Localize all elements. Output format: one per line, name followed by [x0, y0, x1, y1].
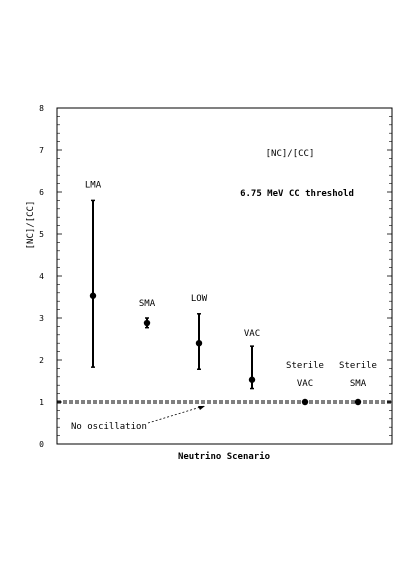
- y-axis-label: [NC]/[CC]: [26, 201, 36, 250]
- data-point: [89, 292, 97, 299]
- threshold-annotation: 6.75 MeV CC threshold: [240, 189, 354, 199]
- y-axis-ticks: 0 1 2 3 4 5 6 7 8: [39, 104, 392, 449]
- y-tick-label: 3: [39, 314, 44, 323]
- y-tick-label: 6: [39, 188, 44, 197]
- y-tick-label: 0: [39, 440, 44, 449]
- point-label: LMA: [85, 180, 102, 190]
- data-point: [195, 340, 203, 347]
- point-label-line2: SMA: [350, 379, 367, 389]
- y-tick-label: 8: [39, 104, 44, 113]
- point-label-line1: Sterile: [339, 361, 377, 371]
- point-label: SMA: [139, 299, 156, 309]
- no-oscillation-arrowhead: [198, 406, 205, 410]
- point-label: LOW: [191, 294, 208, 304]
- y-tick-label: 1: [39, 398, 44, 407]
- point-label: VAC: [244, 329, 260, 339]
- reference-line-group: [57, 400, 392, 404]
- chart-annotation-title: [NC]/[CC]: [266, 149, 315, 159]
- x-axis-label: Neutrino Scenario: [178, 451, 270, 462]
- y-tick-label: 4: [39, 272, 44, 281]
- data-point: [248, 376, 256, 383]
- data-point: [301, 398, 309, 406]
- y-tick-label: 5: [39, 230, 44, 239]
- point-label-line1: Sterile: [286, 361, 324, 371]
- point-label-line2: VAC: [297, 379, 313, 389]
- data-point: [354, 398, 362, 406]
- data-points-group: LMA SMA LOW VAC Sterile VAC Sterile SMA: [85, 180, 377, 406]
- y-tick-label: 7: [39, 146, 44, 155]
- data-point: [143, 319, 151, 327]
- no-oscillation-label: No oscillation: [71, 422, 147, 432]
- no-oscillation-arrow: [147, 405, 205, 424]
- plot-frame: [56, 107, 393, 445]
- y-tick-label: 2: [39, 356, 44, 365]
